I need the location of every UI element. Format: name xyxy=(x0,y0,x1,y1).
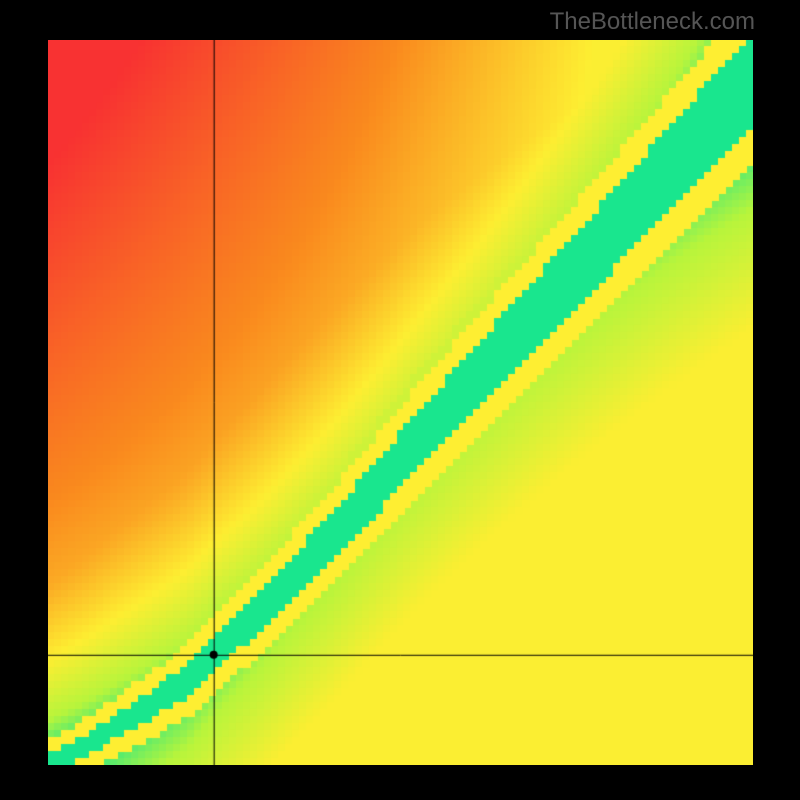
heatmap-plot xyxy=(48,40,753,765)
watermark-text: TheBottleneck.com xyxy=(550,8,755,36)
heatmap-canvas xyxy=(48,40,753,765)
